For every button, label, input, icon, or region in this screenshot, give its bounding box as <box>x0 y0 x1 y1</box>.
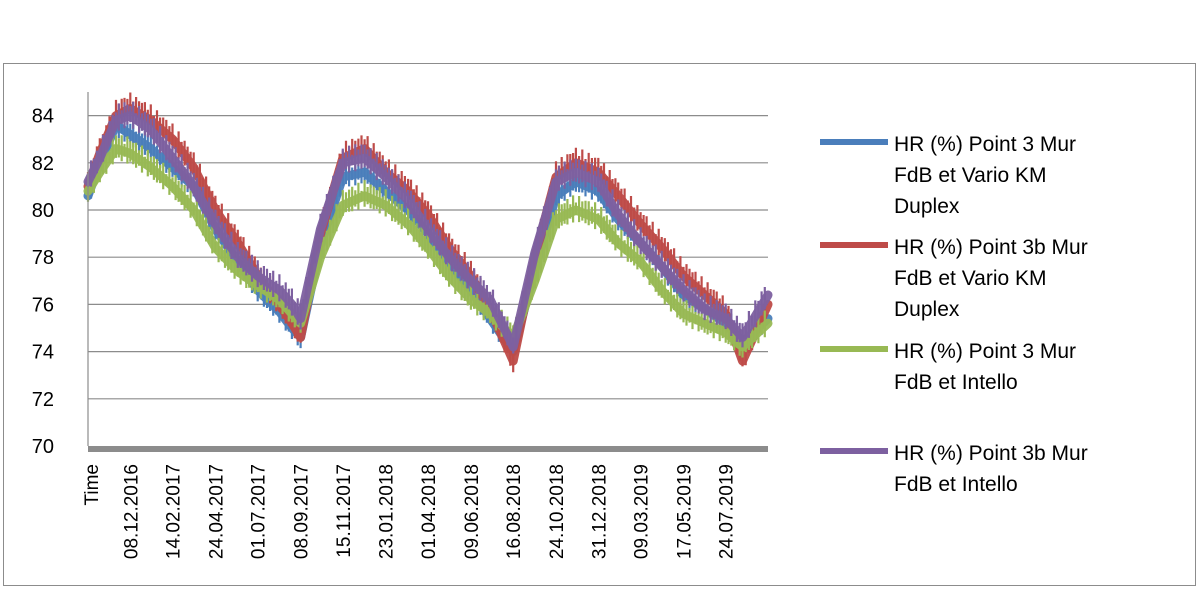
legend-entry: HR (%) Point 3 Mur FdB et Vario KM Duplex <box>820 133 1076 218</box>
x-tick-label: 16.08.2018 <box>504 464 525 559</box>
x-tick-label: 24.07.2019 <box>717 464 738 559</box>
x-tick-label: 31.12.2018 <box>589 464 610 559</box>
y-tick-label: 74 <box>32 342 54 364</box>
x-axis: 08.12.2016 14.02.2017 24.04.2017 01.07.2017… <box>88 446 768 559</box>
x-tick-label: 24.10.2018 <box>547 464 568 559</box>
x-axis-label: Time <box>82 464 103 506</box>
y-tick-label: 84 <box>32 106 54 128</box>
x-tick-label: 09.03.2019 <box>632 464 653 559</box>
x-tick-label: 01.04.2018 <box>419 464 440 559</box>
y-tick-label: 70 <box>32 436 54 458</box>
y-axis: 70 72 74 76 78 80 82 84 <box>32 92 89 458</box>
legend-label: HR (%) Point 3b Mur FdB et Vario KM Duplex <box>894 236 1088 321</box>
y-tick-label: 78 <box>32 247 54 269</box>
y-tick-label: 76 <box>32 294 54 316</box>
x-tick-label: 17.05.2019 <box>674 464 695 559</box>
legend-entry: HR (%) Point 3b Mur FdB et Intello <box>820 442 1088 496</box>
x-tick-label: 14.02.2017 <box>164 464 185 559</box>
legend-label: HR (%) Point 3b Mur FdB et Intello <box>894 442 1088 496</box>
legend: HR (%) Point 3 Mur FdB et Vario KM Duplex H… <box>820 133 1088 496</box>
legend-entry: HR (%) Point 3b Mur FdB et Vario KM Duplex <box>820 236 1088 321</box>
series-lines <box>83 92 773 373</box>
x-tick-label: 01.07.2017 <box>249 464 270 559</box>
x-tick-label: 08.12.2016 <box>121 464 142 559</box>
chart-frame <box>3 63 1196 586</box>
x-tick-label: 08.09.2017 <box>292 464 313 559</box>
x-tick-label: 24.04.2017 <box>206 464 227 559</box>
legend-label: HR (%) Point 3 Mur FdB et Intello <box>894 340 1076 394</box>
x-tick-label: 15.11.2017 <box>334 464 355 558</box>
series-4 <box>83 101 773 354</box>
y-tick-label: 82 <box>32 153 54 175</box>
x-tick-label: 09.06.2018 <box>462 464 483 559</box>
x-tick-label: 23.01.2018 <box>377 464 398 559</box>
y-tick-label: 80 <box>32 200 54 222</box>
legend-label: HR (%) Point 3 Mur FdB et Vario KM Duplex <box>894 133 1076 218</box>
legend-entry: HR (%) Point 3 Mur FdB et Intello <box>820 340 1076 394</box>
y-tick-label: 72 <box>32 389 54 411</box>
